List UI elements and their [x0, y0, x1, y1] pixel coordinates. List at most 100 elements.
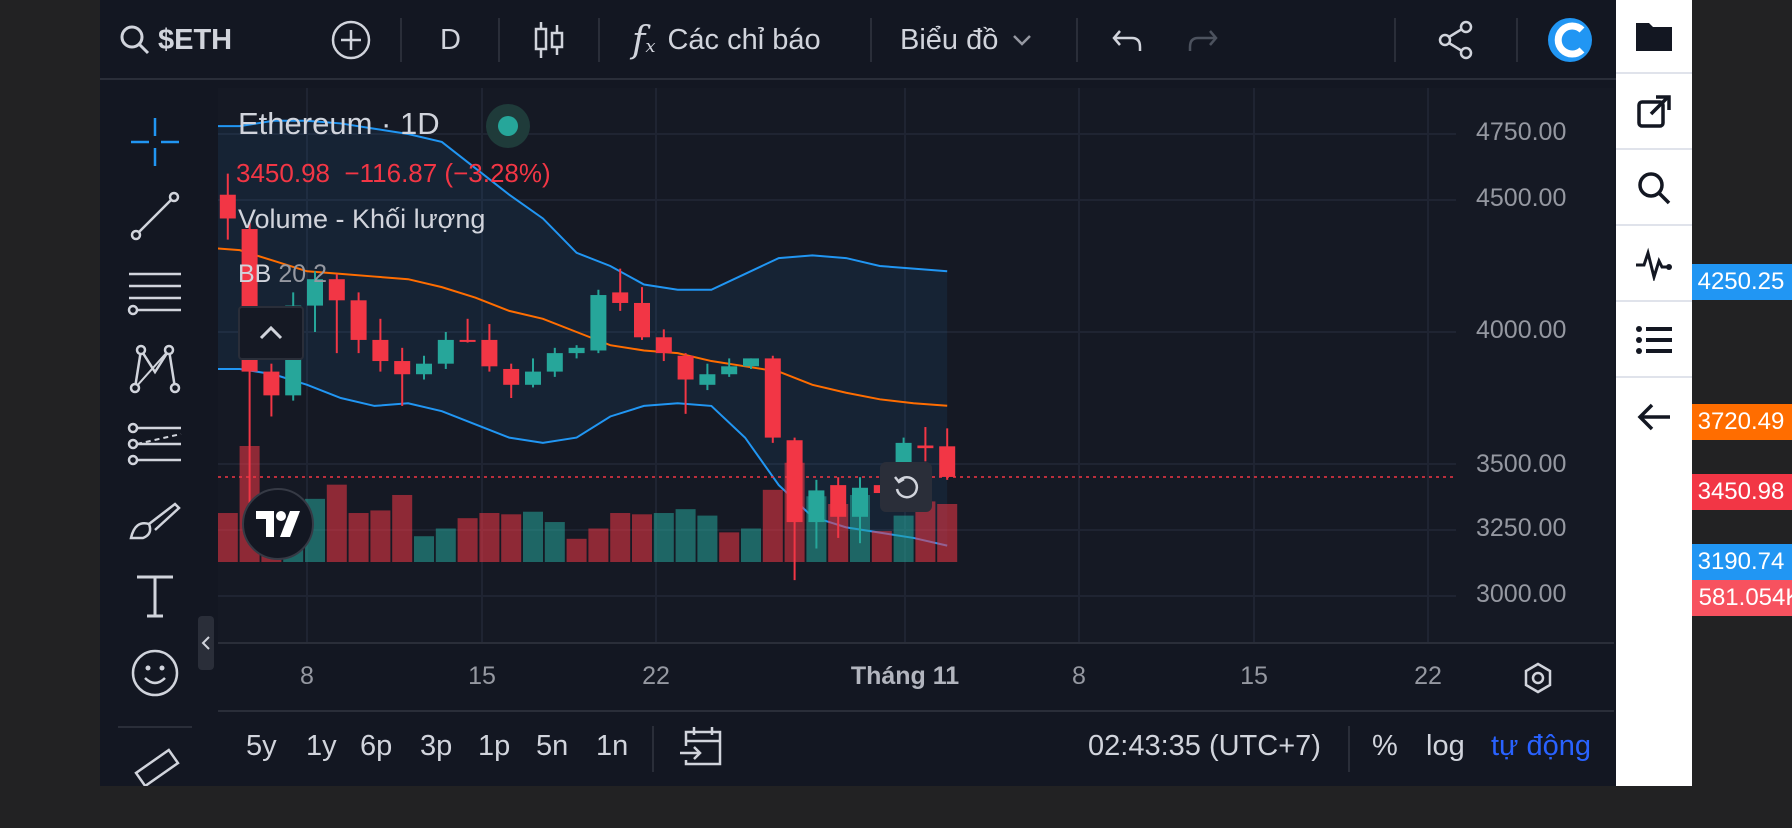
logo-icon — [1548, 18, 1592, 62]
candle-body — [437, 339, 454, 364]
percent-toggle[interactable]: % — [1372, 730, 1398, 762]
open-external-button[interactable] — [1616, 76, 1692, 150]
range-6m[interactable]: 6p — [360, 730, 393, 762]
volume-bar — [544, 522, 565, 562]
arrow-left-icon — [1637, 403, 1670, 431]
bb-basis-badge: 3720.49 — [1676, 404, 1792, 440]
collapse-legend-button[interactable] — [238, 306, 304, 360]
redo-icon — [1188, 30, 1218, 51]
candle-body — [416, 363, 432, 375]
undo-icon — [1112, 30, 1142, 51]
list-button[interactable] — [1616, 304, 1692, 378]
volume-bar — [697, 515, 718, 562]
range-5d[interactable]: 5n — [536, 730, 569, 762]
settings-hexagon-icon — [1524, 662, 1552, 694]
brush-tool[interactable] — [125, 490, 185, 550]
pattern-icon — [129, 344, 181, 394]
search-icon — [1638, 172, 1671, 205]
volume-bar — [326, 484, 347, 562]
axis-settings-button[interactable] — [1518, 658, 1558, 698]
bb-lower-badge: 3190.74 — [1676, 544, 1792, 580]
undo-button[interactable] — [1110, 0, 1144, 80]
pulse-button[interactable] — [1616, 228, 1692, 302]
volume-bar — [675, 509, 696, 562]
chart-layout-dropdown[interactable]: Biểu đồ — [900, 0, 1036, 80]
indicators-button[interactable]: fx Các chỉ báo — [632, 0, 821, 80]
candle-body — [677, 355, 694, 380]
crosshair-tool[interactable] — [125, 112, 185, 172]
compare-add-button[interactable] — [330, 0, 372, 80]
auto-scale-toggle[interactable]: tự động — [1491, 730, 1592, 762]
interval-button[interactable]: D — [440, 0, 461, 80]
price-tick: 4000.00 — [1476, 316, 1567, 344]
range-1m[interactable]: 1p — [478, 730, 511, 762]
candle-body — [307, 279, 323, 306]
pattern-tool[interactable] — [125, 338, 185, 398]
candle-body — [743, 358, 759, 367]
share-button[interactable] — [1436, 0, 1476, 80]
price-chart[interactable] — [218, 88, 1614, 642]
market-status-dot[interactable] — [486, 104, 530, 148]
time-axis[interactable]: 8 15 22 Tháng 11 8 15 22 — [218, 642, 1614, 708]
ruler-tool[interactable] — [125, 738, 185, 786]
list-icon — [1636, 326, 1672, 354]
fib-tool[interactable] — [125, 262, 185, 322]
forecast-icon — [127, 422, 182, 466]
range-1d[interactable]: 1n — [596, 730, 629, 762]
calendar-goto-icon — [680, 727, 722, 766]
volume-bar — [893, 515, 914, 562]
trend-line-tool[interactable] — [125, 186, 185, 246]
volume-badge: 581.054K — [1676, 580, 1792, 616]
log-toggle[interactable]: log — [1426, 730, 1465, 762]
legend-bb[interactable]: BB 20 2 — [238, 260, 327, 289]
symbol-search[interactable]: $ETH — [118, 0, 232, 80]
divider — [1076, 18, 1078, 62]
legend-volume[interactable]: Volume - Khối lượng — [238, 204, 486, 234]
symbol-label: $ETH — [158, 23, 233, 56]
time-tick: 8 — [300, 662, 314, 690]
bb-name: BB — [238, 260, 272, 288]
clock-timezone[interactable]: 02:43:35 (UTC+7) — [1088, 730, 1321, 762]
time-tick: Tháng 11 — [850, 662, 960, 690]
candle-body — [459, 339, 476, 342]
collapse-toolbar-handle[interactable] — [198, 616, 214, 670]
chart-type-button[interactable] — [532, 0, 566, 80]
time-tick: 22 — [1414, 662, 1442, 690]
forecast-tool[interactable] — [125, 414, 185, 474]
range-1y[interactable]: 1y — [306, 730, 337, 762]
tradingview-logo[interactable] — [242, 488, 314, 560]
horizontal-lines-icon — [127, 272, 181, 316]
back-button[interactable] — [1616, 380, 1692, 454]
app-logo[interactable] — [1546, 0, 1594, 80]
range-5y[interactable]: 5y — [246, 730, 277, 762]
candle-body — [219, 194, 236, 219]
volume-bar — [501, 514, 522, 562]
volume-bar — [632, 514, 652, 562]
right-sidebar — [1616, 0, 1692, 786]
text-tool[interactable] — [125, 566, 185, 626]
volume-bar — [435, 528, 456, 562]
volume-bar — [762, 489, 783, 562]
ruler-icon — [134, 748, 180, 786]
reset-icon — [894, 476, 919, 499]
chart-pane[interactable]: Ethereum · 1D 3450.98 −116.87 (−3.28%) V… — [218, 88, 1792, 642]
legend-title[interactable]: Ethereum · 1D — [238, 106, 440, 141]
bb-upper-badge: 4250.25 — [1676, 264, 1792, 300]
status-dot-icon — [498, 116, 518, 136]
candle-body — [939, 446, 956, 477]
candle-body — [917, 445, 934, 449]
volume-bar — [566, 538, 587, 562]
volume-bar — [414, 536, 434, 562]
watchlist-button[interactable] — [1616, 0, 1692, 74]
divider — [498, 18, 500, 62]
redo-button[interactable] — [1186, 0, 1220, 80]
range-3m[interactable]: 3p — [420, 730, 453, 762]
price-tick: 4500.00 — [1476, 184, 1567, 212]
emoji-tool[interactable] — [125, 643, 185, 703]
candle-body — [612, 292, 629, 303]
volume-bar — [719, 532, 740, 562]
goto-date-button[interactable] — [678, 724, 724, 772]
search-panel-button[interactable] — [1616, 152, 1692, 226]
volume-bar — [479, 513, 500, 562]
reset-chart-button[interactable] — [880, 462, 932, 512]
